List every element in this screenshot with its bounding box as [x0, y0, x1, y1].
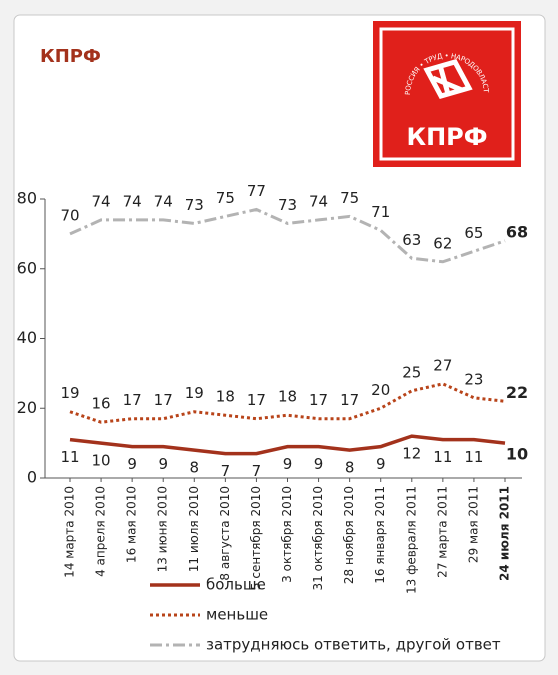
data-label: 73 [278, 196, 297, 214]
data-label: 11 [433, 448, 452, 466]
y-tick-label: 40 [17, 328, 37, 347]
x-tick-label: 3 октября 2010 [280, 486, 294, 583]
data-label: 17 [154, 391, 173, 409]
data-label: 9 [314, 455, 324, 473]
data-label: 7 [221, 462, 231, 480]
data-label: 10 [506, 445, 528, 464]
data-label: 27 [433, 356, 452, 374]
data-label: 25 [402, 363, 421, 381]
x-tick-label: 11 июля 2010 [187, 486, 201, 572]
card [13, 14, 546, 662]
x-tick-label: 5 сентября 2010 [249, 486, 263, 590]
x-tick-label: 13 февраля 2011 [404, 486, 418, 594]
legend-label: больше [206, 576, 266, 594]
data-label: 70 [60, 206, 79, 224]
x-tick-label: 29 мая 2011 [466, 486, 480, 563]
data-label: 9 [158, 455, 168, 473]
x-tick-label: 4 апреля 2010 [94, 486, 108, 577]
data-label: 74 [92, 192, 111, 210]
data-label: 63 [402, 231, 421, 249]
y-tick-label: 60 [17, 258, 37, 277]
x-tick-label: 27 марта 2011 [435, 486, 449, 578]
x-tick-label: 31 октября 2010 [311, 486, 325, 590]
data-label: 19 [185, 384, 204, 402]
data-label: 9 [376, 455, 386, 473]
x-tick-label: 14 марта 2010 [63, 486, 77, 578]
data-label: 18 [278, 388, 297, 406]
data-label: 23 [464, 370, 483, 388]
x-tick-label: 8 августа 2010 [218, 486, 232, 581]
series-line [69, 434, 506, 456]
x-tick-label: 24 июля 2011 [498, 486, 512, 581]
data-label: 9 [127, 455, 137, 473]
data-label: 17 [340, 391, 359, 409]
data-label: 19 [60, 384, 79, 402]
x-tick-label: 16 мая 2010 [125, 486, 139, 563]
data-label: 68 [506, 222, 528, 241]
data-label: 17 [247, 391, 266, 409]
data-label: 75 [216, 189, 235, 207]
data-label: 8 [345, 459, 355, 477]
y-tick-label: 0 [27, 468, 37, 487]
x-tick-label: 16 января 2011 [373, 486, 387, 584]
y-tick-label: 80 [17, 189, 37, 208]
data-label: 16 [92, 395, 111, 413]
logo-text: КПРФ [406, 123, 487, 151]
data-label: 74 [309, 192, 328, 210]
data-label: 9 [283, 455, 293, 473]
x-tick-label: 13 июня 2010 [156, 486, 170, 572]
series-line [69, 382, 506, 424]
data-label: 65 [464, 224, 483, 242]
y-tick-label: 20 [17, 398, 37, 417]
data-label: 11 [464, 448, 483, 466]
data-label: 74 [154, 192, 173, 210]
data-label: 74 [123, 192, 142, 210]
legend-label: затрудняюсь ответить, другой ответ [206, 636, 501, 654]
x-tick-label: 28 ноября 2010 [342, 486, 356, 584]
data-label: 17 [123, 391, 142, 409]
series-line [69, 207, 506, 264]
data-label: 8 [190, 459, 200, 477]
data-label: 12 [402, 445, 421, 463]
data-label: 11 [60, 448, 79, 466]
data-label: 75 [340, 189, 359, 207]
data-label: 20 [371, 381, 390, 399]
chart-title: КПРФ [40, 46, 101, 67]
data-label: 77 [247, 182, 266, 200]
legend-label: меньше [206, 606, 268, 624]
data-label: 10 [92, 452, 111, 470]
data-label: 17 [309, 391, 328, 409]
data-label: 71 [371, 203, 390, 221]
data-label: 22 [506, 383, 528, 402]
data-label: 18 [216, 388, 235, 406]
data-label: 73 [185, 196, 204, 214]
data-label: 62 [433, 234, 452, 252]
data-label: 7 [252, 462, 262, 480]
